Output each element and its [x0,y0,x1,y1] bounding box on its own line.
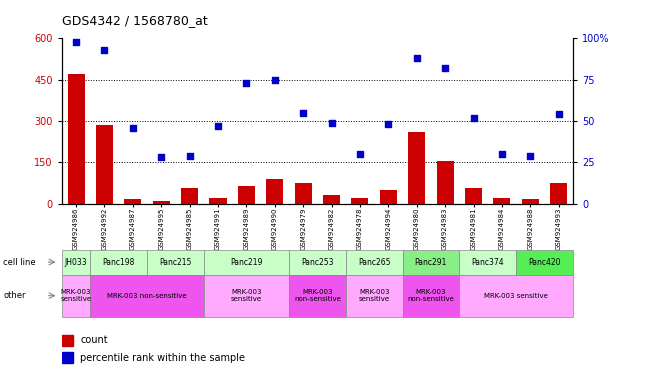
Text: Panc215: Panc215 [159,258,191,266]
Bar [62,353,73,363]
Bar [346,275,402,317]
Bar [323,195,340,204]
Bar [493,198,510,204]
Point [525,152,536,159]
Text: Panc253: Panc253 [301,258,333,266]
Bar [402,250,460,275]
Bar [460,250,516,275]
Point [213,123,223,129]
Bar [90,250,147,275]
Bar [204,250,289,275]
Text: Panc420: Panc420 [528,258,561,266]
Text: GDS4342 / 1568780_at: GDS4342 / 1568780_at [62,14,208,27]
Text: other: other [3,291,26,300]
Text: cell line: cell line [3,258,36,266]
Point [184,152,195,159]
Bar [295,183,312,204]
Bar [402,275,460,317]
Point [553,111,564,118]
Bar [346,250,402,275]
Point [355,151,365,157]
Bar [124,199,141,204]
Point [156,154,167,161]
Text: Panc265: Panc265 [358,258,391,266]
Point [128,124,138,131]
Bar [352,198,368,204]
Bar [408,132,425,204]
Text: Panc291: Panc291 [415,258,447,266]
Bar [90,275,204,317]
Text: JH033: JH033 [64,258,87,266]
Bar [289,250,346,275]
Bar [210,198,227,204]
Text: count: count [80,335,108,346]
Text: MRK-003
non-sensitive: MRK-003 non-sensitive [408,289,454,302]
Bar [437,161,454,204]
Bar [521,199,539,204]
Bar [238,185,255,204]
Bar [96,125,113,204]
Text: MRK-003 sensitive: MRK-003 sensitive [484,293,548,299]
Bar [266,179,283,204]
Text: Panc198: Panc198 [102,258,135,266]
Bar [550,183,567,204]
Bar [68,74,85,204]
Bar [62,250,90,275]
Bar [289,275,346,317]
Text: MRK-003 non-sensitive: MRK-003 non-sensitive [107,293,187,299]
Point [99,47,109,53]
Bar [62,335,73,346]
Point [497,151,507,157]
Point [440,65,450,71]
Bar [516,250,573,275]
Point [326,119,337,126]
Point [71,39,81,45]
Point [468,114,478,121]
Bar [460,275,573,317]
Bar [62,275,90,317]
Text: MRK-003
sensitive: MRK-003 sensitive [231,289,262,302]
Bar [380,190,397,204]
Bar [204,275,289,317]
Bar [181,189,198,204]
Point [411,55,422,61]
Text: MRK-003
non-sensitive: MRK-003 non-sensitive [294,289,341,302]
Text: Panc219: Panc219 [230,258,262,266]
Text: MRK-003
sensitive: MRK-003 sensitive [359,289,390,302]
Text: MRK-003
sensitive: MRK-003 sensitive [61,289,92,302]
Bar [465,189,482,204]
Text: Panc374: Panc374 [471,258,504,266]
Bar [153,201,170,204]
Point [241,80,251,86]
Bar [147,250,204,275]
Text: percentile rank within the sample: percentile rank within the sample [80,353,245,363]
Point [270,76,280,83]
Point [298,109,309,116]
Point [383,121,394,127]
